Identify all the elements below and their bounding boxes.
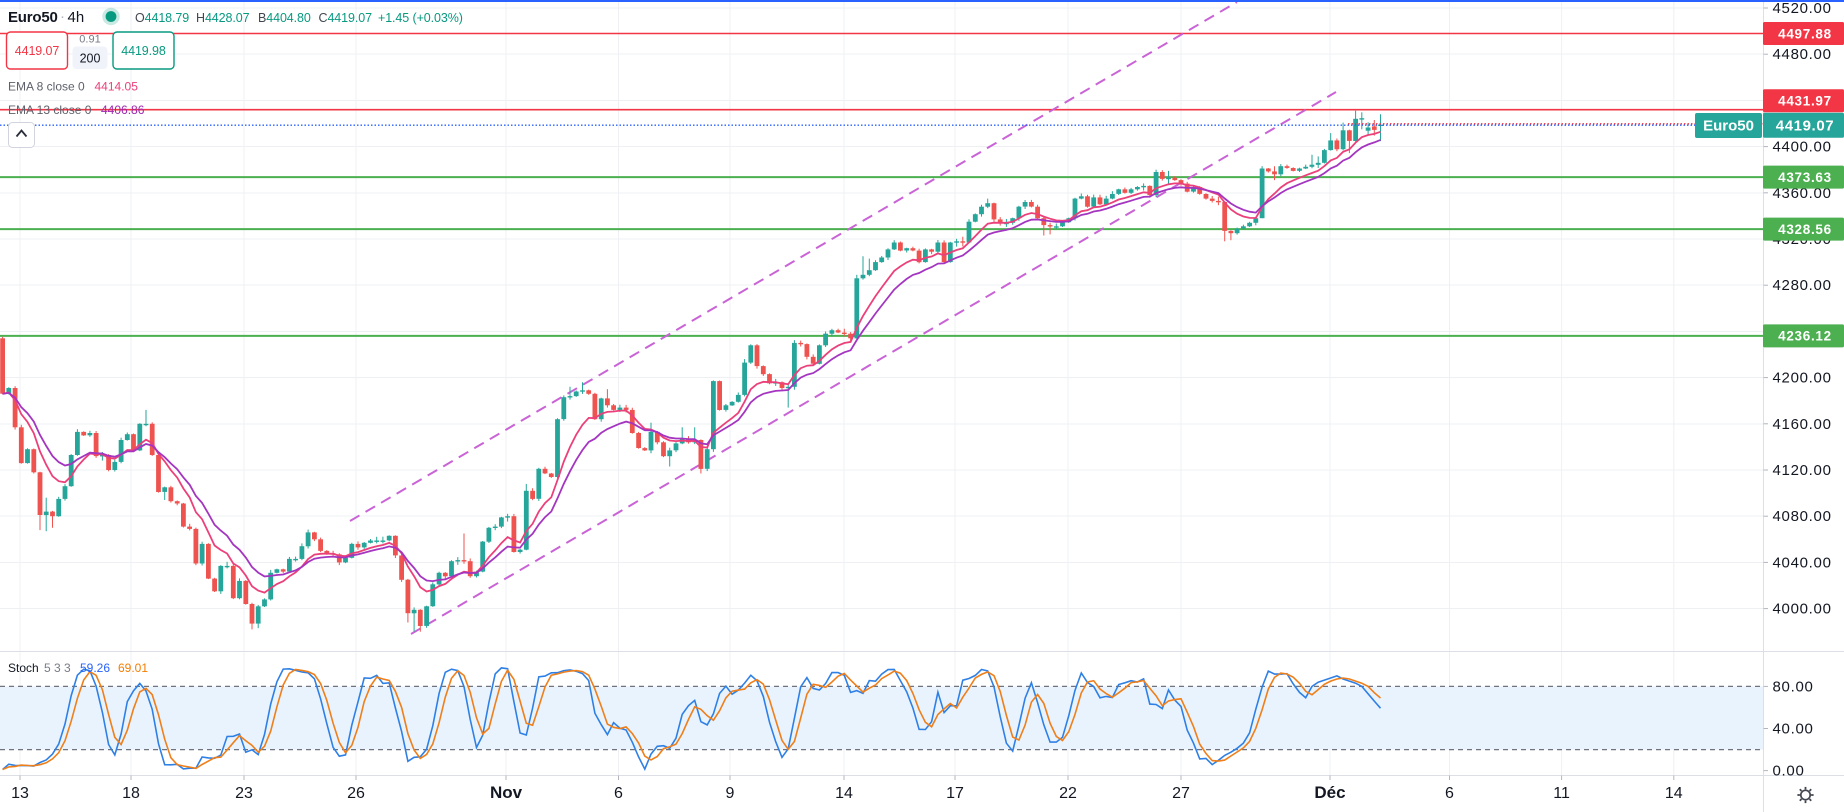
svg-text:6: 6 xyxy=(614,785,623,802)
svg-text:Euro50: Euro50 xyxy=(8,9,58,26)
svg-text:13: 13 xyxy=(11,785,29,802)
svg-text:27: 27 xyxy=(1172,785,1190,802)
svg-text:Nov: Nov xyxy=(490,783,523,802)
svg-text:Déc: Déc xyxy=(1314,783,1345,802)
svg-text:4419.07: 4419.07 xyxy=(1776,118,1834,135)
svg-text:5 3 3: 5 3 3 xyxy=(44,661,71,675)
svg-text:EMA 13 close 0: EMA 13 close 0 xyxy=(8,103,92,117)
svg-text:18: 18 xyxy=(122,785,140,802)
svg-text:4280.00: 4280.00 xyxy=(1773,277,1832,294)
svg-text:4120.00: 4120.00 xyxy=(1773,462,1832,479)
svg-text:6: 6 xyxy=(1445,785,1454,802)
svg-text:4360.00: 4360.00 xyxy=(1773,185,1832,202)
svg-text:·: · xyxy=(60,8,65,25)
svg-text:4373.63: 4373.63 xyxy=(1778,170,1832,185)
svg-text:4236.12: 4236.12 xyxy=(1778,329,1832,344)
svg-text:14: 14 xyxy=(835,785,853,802)
svg-text:Euro50: Euro50 xyxy=(1703,118,1754,135)
svg-text:23: 23 xyxy=(235,785,253,802)
svg-text:22: 22 xyxy=(1059,785,1077,802)
svg-text:4419.98: 4419.98 xyxy=(121,44,166,58)
svg-text:0.91: 0.91 xyxy=(79,34,100,46)
svg-text:+1.45 (+0.03%): +1.45 (+0.03%) xyxy=(378,11,463,25)
svg-text:4040.00: 4040.00 xyxy=(1773,554,1832,571)
svg-text:14: 14 xyxy=(1665,785,1683,802)
svg-text:Stoch: Stoch xyxy=(8,661,39,675)
svg-text:200: 200 xyxy=(80,52,101,66)
svg-text:4419.07: 4419.07 xyxy=(15,44,60,58)
svg-text:40.00: 40.00 xyxy=(1773,721,1814,738)
svg-text:59.26: 59.26 xyxy=(80,661,110,675)
svg-text:4080.00: 4080.00 xyxy=(1773,508,1832,525)
svg-text:4h: 4h xyxy=(68,9,85,26)
svg-text:C4419.07: C4419.07 xyxy=(319,11,373,25)
svg-text:4160.00: 4160.00 xyxy=(1773,416,1832,433)
svg-text:4431.97: 4431.97 xyxy=(1778,94,1832,109)
svg-text:0.00: 0.00 xyxy=(1773,763,1805,780)
svg-text:26: 26 xyxy=(347,785,365,802)
svg-text:4480.00: 4480.00 xyxy=(1773,46,1832,63)
svg-text:4400.00: 4400.00 xyxy=(1773,139,1832,156)
svg-text:17: 17 xyxy=(946,785,964,802)
svg-text:9: 9 xyxy=(726,785,735,802)
svg-text:4406.86: 4406.86 xyxy=(101,103,145,117)
svg-text:80.00: 80.00 xyxy=(1773,678,1814,695)
svg-text:4497.88: 4497.88 xyxy=(1778,26,1832,41)
svg-text:O4418.79: O4418.79 xyxy=(135,11,189,25)
svg-text:4414.05: 4414.05 xyxy=(95,80,139,94)
svg-text:4328.56: 4328.56 xyxy=(1778,222,1832,237)
svg-text:69.01: 69.01 xyxy=(118,661,148,675)
svg-text:EMA 8 close 0: EMA 8 close 0 xyxy=(8,80,85,94)
svg-text:B4404.80: B4404.80 xyxy=(258,11,311,25)
svg-text:H4428.07: H4428.07 xyxy=(196,11,250,25)
svg-text:11: 11 xyxy=(1553,785,1570,802)
svg-text:4520.00: 4520.00 xyxy=(1773,0,1832,17)
svg-text:4000.00: 4000.00 xyxy=(1773,601,1832,618)
svg-text:4200.00: 4200.00 xyxy=(1773,370,1832,387)
